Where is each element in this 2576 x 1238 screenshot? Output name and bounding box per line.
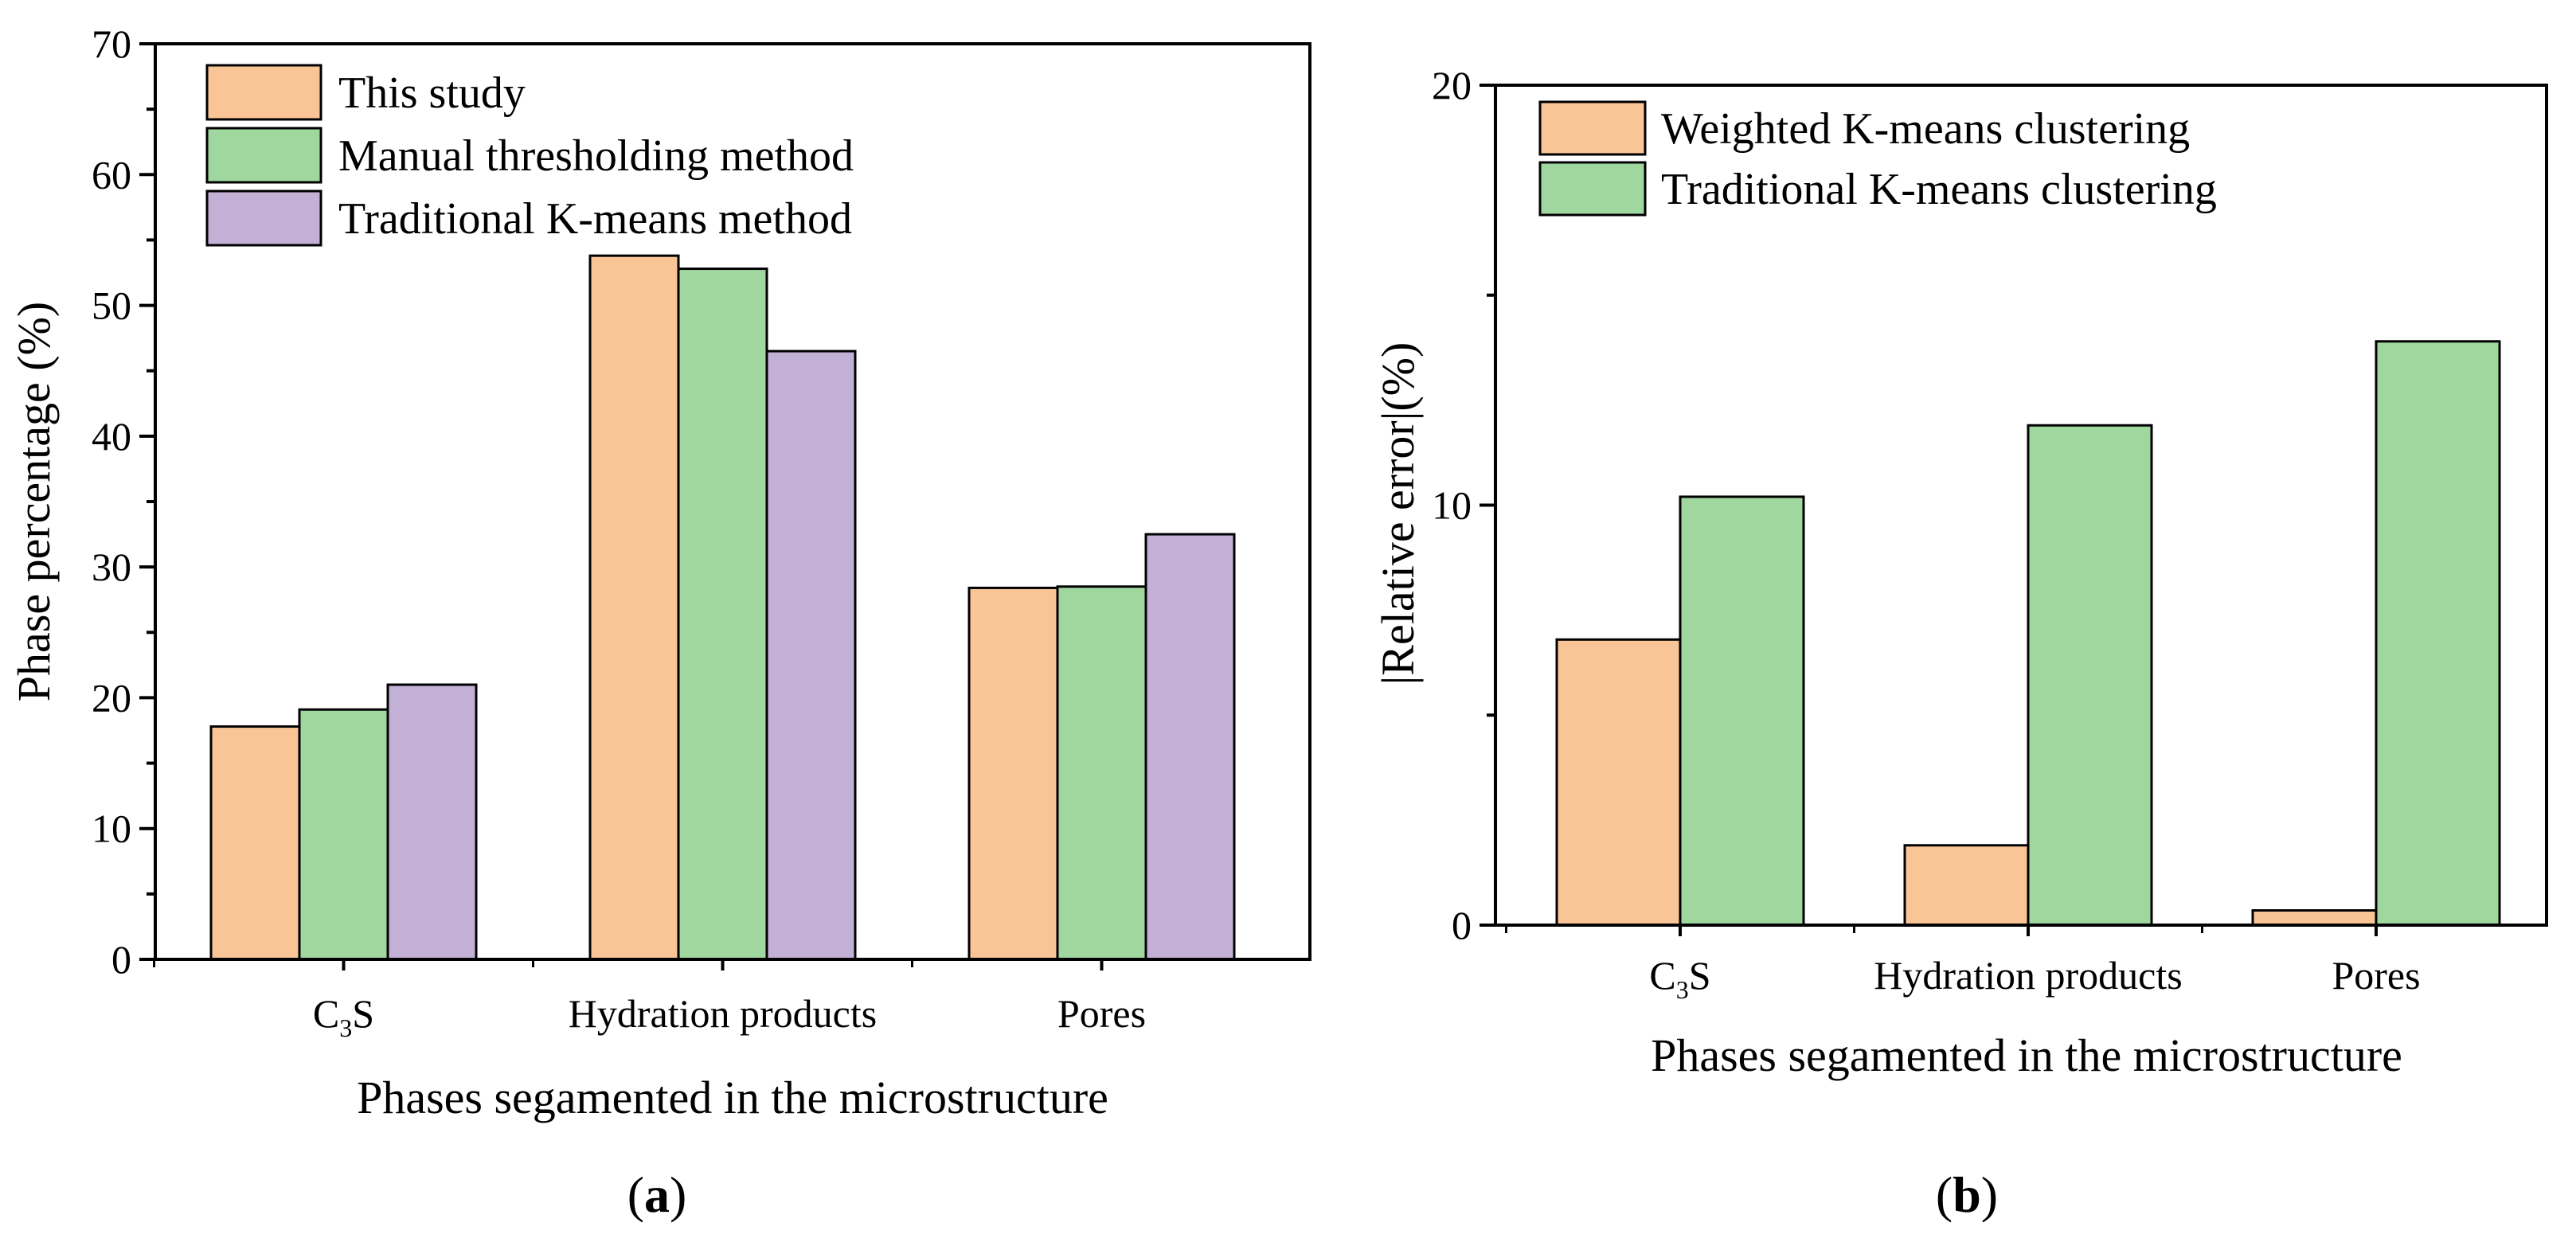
bar-a-manual-thresholding-method-2 xyxy=(1056,585,1147,961)
panel-b-legend: Weighted K-means clustering Traditional K… xyxy=(1538,100,2217,217)
x-tick-label-a: C3S xyxy=(313,991,374,1042)
bar-a-this-study-2 xyxy=(967,586,1059,961)
bar-a-manual-thresholding-method-1 xyxy=(677,268,768,961)
y-tick-label-a: 0 xyxy=(111,937,131,982)
panel-b-x-axis: C3S Hydration products Pores xyxy=(1505,925,2421,1004)
bar-a-manual-thresholding-method-0 xyxy=(298,708,389,961)
y-tick-label-b: 10 xyxy=(1432,483,1472,528)
bar-a-this-study-0 xyxy=(209,725,301,961)
x-tick-label-b: Hydration products xyxy=(1874,953,2182,998)
bar-a-traditional-k-means-method-0 xyxy=(386,683,478,961)
panel-a-y-axis-title: Phase percentage (%) xyxy=(8,302,60,701)
y-tick-label-a: 20 xyxy=(92,675,131,720)
x-tick-label-a: Hydration products xyxy=(569,991,877,1036)
x-tick-label-a: Pores xyxy=(1057,991,1146,1036)
bar-a-traditional-k-means-method-2 xyxy=(1144,533,1236,961)
panel-a-y-axis: 0 10 20 30 40 50 60 70 xyxy=(92,21,155,982)
x-tick-label-b: Pores xyxy=(2332,953,2420,998)
panel-a-bars xyxy=(209,254,1236,961)
y-tick-label-a: 40 xyxy=(92,414,131,459)
panel-a-label: (a) xyxy=(627,1166,687,1223)
y-tick-label-a: 70 xyxy=(92,21,131,66)
legend-label-a-2: Traditional K-means method xyxy=(338,194,852,244)
bar-a-this-study-1 xyxy=(588,254,680,961)
panel-b-y-axis-title: |Relative error|(%) xyxy=(1372,342,1424,685)
bar-b-traditional-k-means-clustering-0 xyxy=(1679,495,1805,927)
legend-swatch-a-1 xyxy=(205,127,322,184)
y-tick-label-a: 30 xyxy=(92,545,131,589)
legend-swatch-b-0 xyxy=(1538,100,1647,156)
legend-swatch-a-0 xyxy=(205,64,322,121)
x-tick-label-b: C3S xyxy=(1649,953,1710,1004)
bar-b-traditional-k-means-clustering-1 xyxy=(2027,424,2153,927)
legend-label-b-1: Traditional K-means clustering xyxy=(1661,165,2217,214)
bar-b-weighted-k-means-clustering-2 xyxy=(2251,909,2378,927)
panel-b-bars xyxy=(1555,340,2501,927)
bar-b-weighted-k-means-clustering-1 xyxy=(1903,844,2030,927)
panel-b-y-axis: 0 10 20 xyxy=(1432,63,1495,947)
bar-b-traditional-k-means-clustering-2 xyxy=(2375,340,2501,927)
legend-label-a-0: This study xyxy=(338,68,526,118)
y-tick-label-b: 0 xyxy=(1452,903,1472,947)
panel-a-legend: This study Manual thresholding method Trad… xyxy=(205,64,854,247)
panel-a-x-axis-title: Phases segamented in the microstructure xyxy=(357,1072,1108,1123)
y-tick-label-a: 10 xyxy=(92,806,131,851)
panel-a-x-axis: C3S Hydration products Pores xyxy=(153,959,1146,1042)
panel-b-x-axis-title: Phases segamented in the microstructure xyxy=(1651,1029,2402,1081)
legend-label-a-1: Manual thresholding method xyxy=(338,131,854,181)
y-tick-label-a: 60 xyxy=(92,152,131,197)
bar-b-weighted-k-means-clustering-0 xyxy=(1555,638,1682,927)
legend-swatch-b-1 xyxy=(1538,161,1647,217)
panel-b-label: (b) xyxy=(1936,1166,1998,1223)
y-tick-label-a: 50 xyxy=(92,283,131,328)
legend-swatch-a-2 xyxy=(205,189,322,247)
chart-panel-a: 0 10 20 30 40 50 60 70 C3S Hydration products Por… xyxy=(8,21,1311,1223)
y-tick-label-b: 20 xyxy=(1432,63,1472,107)
legend-label-b-0: Weighted K-means clustering xyxy=(1661,104,2190,154)
chart-panel-b: 0 10 20 C3S Hydration products Pores Weighte… xyxy=(1372,63,2548,1223)
bar-a-traditional-k-means-method-1 xyxy=(765,350,857,961)
